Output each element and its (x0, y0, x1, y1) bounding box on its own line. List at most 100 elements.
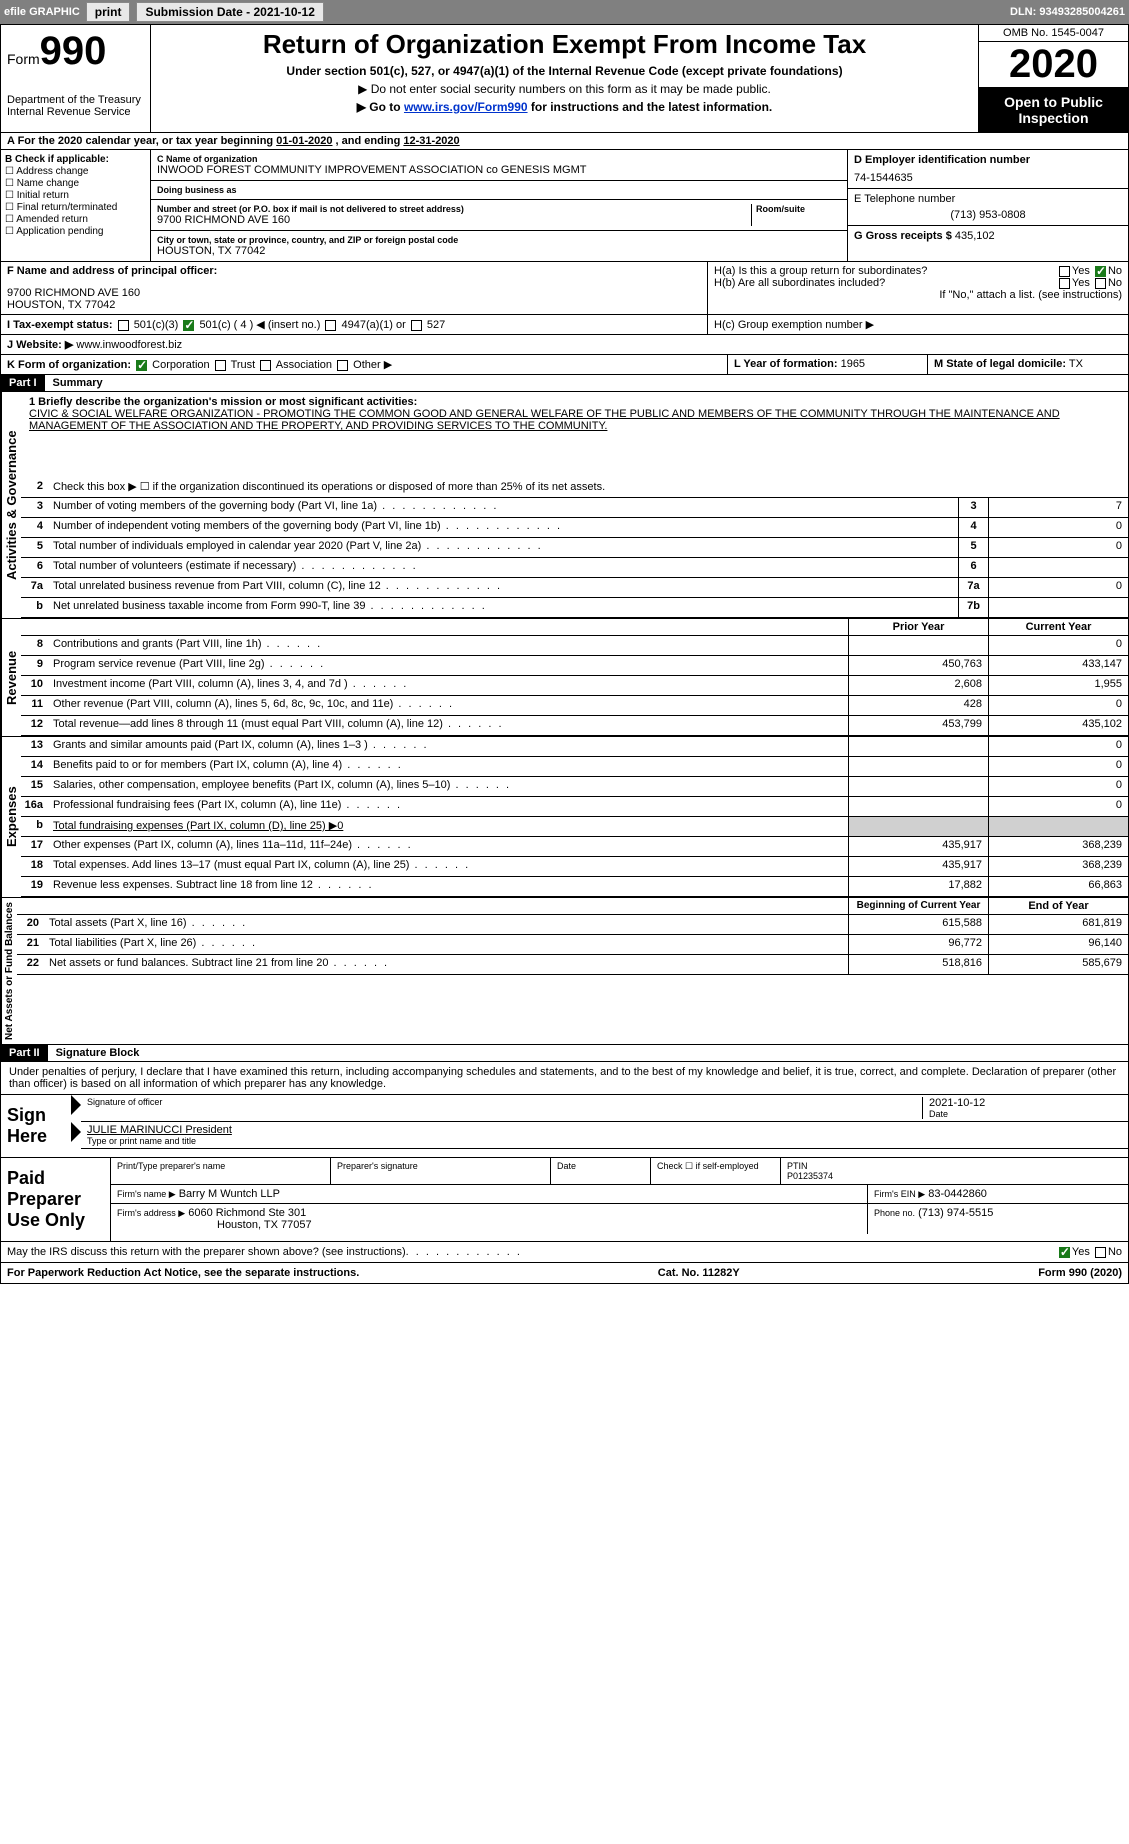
ein-label: D Employer identification number (854, 154, 1030, 166)
chk-4947[interactable] (325, 320, 336, 331)
form-label: Form (7, 51, 40, 67)
governance-line: 4Number of independent voting members of… (21, 518, 1128, 538)
chk-amended[interactable]: ☐ Amended return (5, 214, 146, 225)
netassets-body: Beginning of Current Year End of Year 20… (17, 898, 1128, 1044)
part2-title: Signature Block (56, 1047, 140, 1059)
ha-row: H(a) Is this a group return for subordin… (714, 265, 1122, 277)
section-l: L Year of formation: 1965 (728, 355, 928, 374)
period-prefix: A For the 2020 calendar year, or tax yea… (7, 135, 276, 147)
chk-association[interactable] (260, 360, 271, 371)
goto-prefix: ▶ Go to (357, 100, 404, 114)
firm-name: Barry M Wuntch LLP (179, 1188, 280, 1200)
governance-line: 6Total number of volunteers (estimate if… (21, 558, 1128, 578)
expenses-vlabel: Expenses (1, 737, 21, 897)
sign-here-row: Sign Here Signature of officer 2021-10-1… (1, 1094, 1128, 1157)
chk-527[interactable] (411, 320, 422, 331)
expenses-body: 13Grants and similar amounts paid (Part … (21, 737, 1128, 897)
ha-no-checkbox[interactable] (1095, 266, 1106, 277)
hb-yes-checkbox[interactable] (1059, 278, 1070, 289)
firm-ein: 83-0442860 (928, 1188, 987, 1200)
header-right: OMB No. 1545-0047 2020 Open to Public In… (978, 25, 1128, 132)
firm-addr-label: Firm's address ▶ (117, 1208, 185, 1218)
chk-address-change[interactable]: ☐ Address change (5, 166, 146, 177)
paid-grid: Print/Type preparer's name Preparer's si… (111, 1158, 1128, 1241)
header-middle: Return of Organization Exempt From Incom… (151, 25, 978, 132)
part2-badge: Part II (1, 1045, 48, 1061)
chk-name-change[interactable]: ☐ Name change (5, 178, 146, 189)
ha-yes-checkbox[interactable] (1059, 266, 1070, 277)
form990-link[interactable]: www.irs.gov/Form990 (404, 100, 528, 114)
firm-name-label: Firm's name ▶ (117, 1189, 176, 1199)
type-name-label: Type or print name and title (87, 1136, 1122, 1146)
mission-text: CIVIC & SOCIAL WELFARE ORGANIZATION - PR… (29, 408, 1120, 432)
discuss-text: May the IRS discuss this return with the… (7, 1246, 406, 1258)
discuss-no-checkbox[interactable] (1095, 1247, 1106, 1258)
arrow-icon (71, 1095, 81, 1115)
data-line: 15Salaries, other compensation, employee… (21, 777, 1128, 797)
arrow-icon (71, 1122, 81, 1142)
data-line: 18Total expenses. Add lines 13–17 (must … (21, 857, 1128, 877)
data-line: 13Grants and similar amounts paid (Part … (21, 737, 1128, 757)
form-subtitle: Under section 501(c), 527, or 4947(a)(1)… (161, 64, 968, 78)
signature-line: Signature of officer 2021-10-12 Date (81, 1095, 1128, 1122)
perjury-text: Under penalties of perjury, I declare th… (1, 1062, 1128, 1094)
dept-treasury: Department of the Treasury (7, 94, 144, 106)
year-formation: 1965 (841, 358, 865, 370)
section-b: B Check if applicable: ☐ Address change … (1, 150, 151, 261)
submission-date-button[interactable]: Submission Date - 2021-10-12 (136, 2, 323, 22)
website-value: www.inwoodforest.biz (76, 339, 182, 351)
chk-initial-return[interactable]: ☐ Initial return (5, 190, 146, 201)
goto-suffix: for instructions and the latest informat… (528, 100, 773, 114)
section-h: H(a) Is this a group return for subordin… (708, 262, 1128, 314)
dba-row: Doing business as (151, 181, 847, 200)
efile-graphic-label: efile GRAPHIC (4, 6, 80, 18)
governance-body: 1 Briefly describe the organization's mi… (21, 392, 1128, 618)
revenue-vlabel: Revenue (1, 619, 21, 736)
name-title-line: JULIE MARINUCCI President Type or print … (81, 1122, 1128, 1149)
chk-trust[interactable] (215, 360, 226, 371)
efile-topbar: efile GRAPHIC print Submission Date - 20… (0, 0, 1129, 24)
gross-value: 435,102 (955, 230, 995, 242)
chk-501c3[interactable] (118, 320, 129, 331)
section-j: J Website: ▶ www.inwoodforest.biz (1, 335, 1128, 354)
sign-cells: Signature of officer 2021-10-12 Date JUL… (81, 1095, 1128, 1157)
netassets-vlabel: Net Assets or Fund Balances (1, 898, 17, 1044)
netassets-section: Net Assets or Fund Balances Beginning of… (1, 897, 1128, 1044)
paid-preparer-section: Paid Preparer Use Only Print/Type prepar… (1, 1157, 1128, 1241)
gross-row: G Gross receipts $ 435,102 (848, 226, 1128, 246)
paperwork-notice: For Paperwork Reduction Act Notice, see … (7, 1267, 359, 1279)
chk-corporation[interactable] (136, 360, 147, 371)
chk-501c[interactable] (183, 320, 194, 331)
year-formation-label: L Year of formation: (734, 358, 838, 370)
hb-row: H(b) Are all subordinates included? Yes … (714, 277, 1122, 289)
discuss-yes-checkbox[interactable] (1059, 1247, 1070, 1258)
org-name-row: C Name of organization INWOOD FOREST COM… (151, 150, 847, 181)
ha-label: H(a) Is this a group return for subordin… (714, 265, 927, 277)
city-row: City or town, state or province, country… (151, 231, 847, 261)
phone-value: (713) 953-0808 (854, 209, 1122, 221)
info-grid: B Check if applicable: ☐ Address change … (1, 150, 1128, 262)
form-990-number: 990 (40, 29, 107, 73)
officer-addr1: 9700 RICHMOND AVE 160 (7, 287, 701, 299)
officer-addr2: HOUSTON, TX 77042 (7, 299, 701, 311)
data-line: 19Revenue less expenses. Subtract line 1… (21, 877, 1128, 897)
dots-filler (406, 1246, 522, 1258)
section-m: M State of legal domicile: TX (928, 355, 1128, 374)
city-label: City or town, state or province, country… (157, 235, 841, 245)
print-button[interactable]: print (86, 2, 131, 22)
revenue-section: Revenue Prior Year Current Year 8Contrib… (1, 618, 1128, 736)
data-line: 16aProfessional fundraising fees (Part I… (21, 797, 1128, 817)
state-domicile-label: M State of legal domicile: (934, 358, 1066, 370)
form-990-container: Form990 Department of the Treasury Inter… (0, 24, 1129, 1284)
chk-app-pending[interactable]: ☐ Application pending (5, 226, 146, 237)
hb-no-checkbox[interactable] (1095, 278, 1106, 289)
chk-other[interactable] (337, 360, 348, 371)
preparer-header-row: Print/Type preparer's name Preparer's si… (111, 1158, 1128, 1185)
irs-label: Internal Revenue Service (7, 106, 144, 118)
dba-label: Doing business as (157, 185, 841, 195)
data-line: 11Other revenue (Part VIII, column (A), … (21, 696, 1128, 716)
org-name-label: C Name of organization (157, 154, 841, 164)
section-i: I Tax-exempt status: 501(c)(3) 501(c) ( … (1, 315, 708, 334)
chk-final-return[interactable]: ☐ Final return/terminated (5, 202, 146, 213)
self-employed-label: Check ☐ if self-employed (651, 1158, 781, 1184)
